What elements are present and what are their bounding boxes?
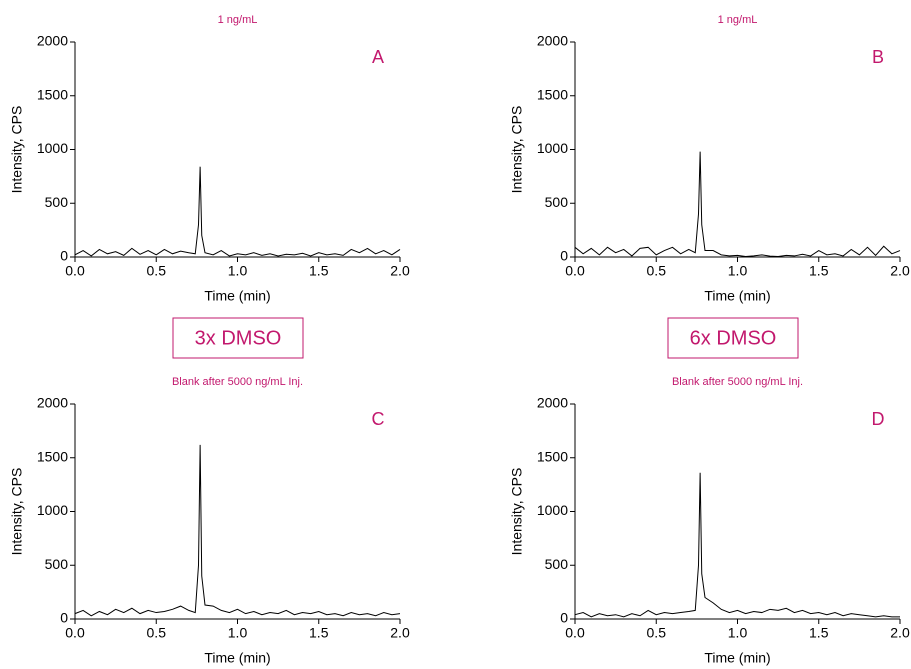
annotation: 3x DMSO xyxy=(195,327,282,349)
panel: 0 500 1000 1500 2000 0.0 0.5 1.0 1.5 2.0 Time (min… xyxy=(9,376,410,666)
panel: 0 500 1000 1500 2000 0.0 0.5 1.0 1.5 2.0 Time (min… xyxy=(509,14,910,304)
y-tick-label: 2000 xyxy=(37,395,68,411)
y-tick-label: 500 xyxy=(45,556,69,572)
trace xyxy=(74,444,401,617)
panel-label: C xyxy=(372,409,385,429)
x-tick-label: 1.5 xyxy=(809,625,829,641)
panel: 0 500 1000 1500 2000 0.0 0.5 1.0 1.5 2.0 Time (min… xyxy=(509,376,910,666)
y-tick-label: 0 xyxy=(60,248,68,264)
y-tick-label: 1000 xyxy=(37,140,68,156)
chart-title: Blank after 5000 ng/mL Inj. xyxy=(172,376,303,388)
y-tick-label: 1500 xyxy=(537,86,568,102)
x-tick-label: 1.0 xyxy=(728,263,748,279)
y-tick-label: 500 xyxy=(545,556,569,572)
y-tick-label: 500 xyxy=(545,194,569,210)
x-axis-label: Time (min) xyxy=(704,288,770,304)
trace xyxy=(574,472,900,618)
annotation-box xyxy=(667,317,799,359)
y-tick-label: 1000 xyxy=(537,502,568,518)
panel-label: B xyxy=(872,47,884,67)
x-axis-label: Time (min) xyxy=(204,288,270,304)
y-tick-label: 2000 xyxy=(537,395,568,411)
trace xyxy=(74,166,401,257)
x-tick-label: 0.0 xyxy=(565,263,585,279)
x-tick-label: 0.0 xyxy=(65,263,85,279)
y-tick-label: 1500 xyxy=(37,448,68,464)
y-axis-label: Intensity, CPS xyxy=(509,106,525,194)
x-tick-label: 2.0 xyxy=(390,263,410,279)
x-tick-label: 1.0 xyxy=(228,625,248,641)
y-tick-label: 1000 xyxy=(37,502,68,518)
panel-label: A xyxy=(372,47,384,67)
chart-title: 1 ng/mL xyxy=(218,14,258,26)
chart-title: Blank after 5000 ng/mL Inj. xyxy=(672,376,803,388)
x-axis-label: Time (min) xyxy=(704,650,770,666)
y-tick-label: 0 xyxy=(560,610,568,626)
x-tick-label: 0.5 xyxy=(147,625,167,641)
y-tick-label: 2000 xyxy=(37,33,68,49)
y-tick-label: 500 xyxy=(45,194,69,210)
x-axis-label: Time (min) xyxy=(204,650,270,666)
x-tick-label: 2.0 xyxy=(890,263,910,279)
y-tick-label: 0 xyxy=(560,248,568,264)
panel-label: D xyxy=(872,409,885,429)
x-tick-label: 1.0 xyxy=(728,625,748,641)
x-tick-label: 1.5 xyxy=(309,625,329,641)
y-axis-label: Intensity, CPS xyxy=(9,106,25,194)
x-tick-label: 2.0 xyxy=(890,625,910,641)
y-axis-label: Intensity, CPS xyxy=(509,468,525,556)
x-tick-label: 1.5 xyxy=(309,263,329,279)
x-tick-label: 0.0 xyxy=(565,625,585,641)
annotation: 6x DMSO xyxy=(690,327,777,349)
annotation-box xyxy=(172,317,304,359)
y-tick-label: 2000 xyxy=(537,33,568,49)
x-tick-label: 0.5 xyxy=(147,263,167,279)
y-tick-label: 1500 xyxy=(37,86,68,102)
x-tick-label: 1.0 xyxy=(228,263,248,279)
y-tick-label: 0 xyxy=(60,610,68,626)
trace xyxy=(574,151,901,257)
chart-title: 1 ng/mL xyxy=(718,14,758,26)
y-axis-label: Intensity, CPS xyxy=(9,468,25,556)
y-tick-label: 1000 xyxy=(537,140,568,156)
x-tick-label: 1.5 xyxy=(809,263,829,279)
x-tick-label: 0.5 xyxy=(647,625,667,641)
x-tick-label: 0.5 xyxy=(647,263,667,279)
y-tick-label: 1500 xyxy=(537,448,568,464)
x-tick-label: 2.0 xyxy=(390,625,410,641)
x-tick-label: 0.0 xyxy=(65,625,85,641)
panel: 0 500 1000 1500 2000 0.0 0.5 1.0 1.5 2.0 Time (min… xyxy=(9,14,410,304)
